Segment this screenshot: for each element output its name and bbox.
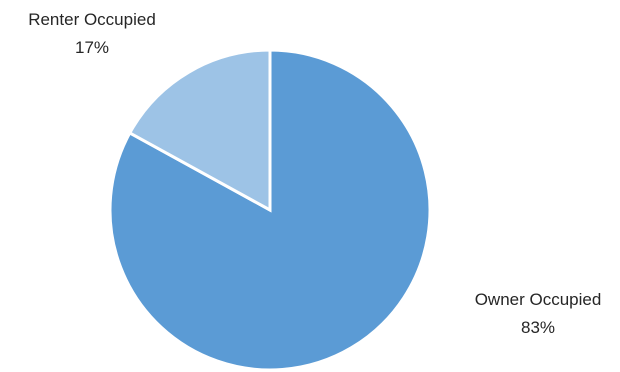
pie-slice-renter-occupied <box>127 48 272 213</box>
pie-slices <box>108 48 432 372</box>
label-renter-occupied: Renter Occupied 17% <box>28 10 156 57</box>
renter-occupied-percent: 17% <box>75 38 109 57</box>
owner-occupied-name: Owner Occupied <box>475 290 602 309</box>
owner-occupied-percent: 83% <box>521 318 555 337</box>
renter-occupied-name: Renter Occupied <box>28 10 156 29</box>
label-owner-occupied: Owner Occupied 83% <box>475 290 602 337</box>
